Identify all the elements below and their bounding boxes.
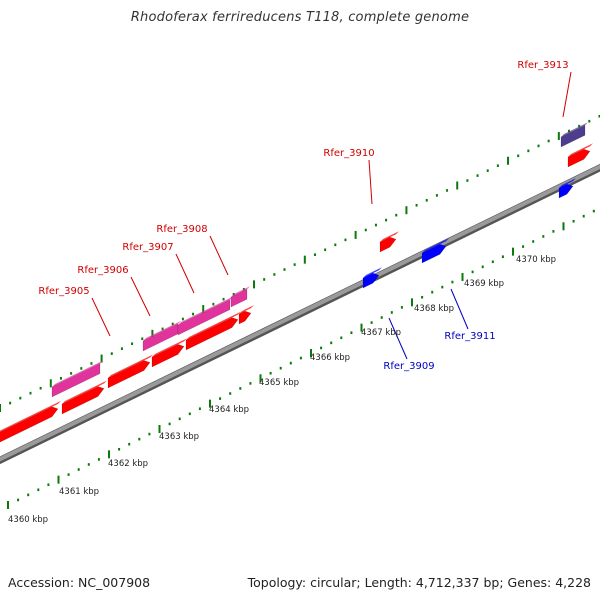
topology-text: Topology: circular; Length: 4,712,337 bp… [247, 575, 591, 590]
gene-label-forward: Rfer_3905 [38, 286, 89, 297]
scale-label: 4360 kbp [8, 515, 48, 525]
magenta-feature-4-top [231, 286, 250, 297]
scale-labels: 4360 kbp 4361 kbp 4362 kbp 4363 kbp 4364 kbp… [8, 255, 556, 525]
reverse-gene-block-1-body [362, 272, 380, 289]
gene-label-callout [562, 71, 572, 118]
gene-block-1-body [0, 406, 59, 443]
gene-block-7-top [380, 231, 399, 242]
purple-feature-1[interactable] [560, 122, 588, 148]
magenta-feature-3-top [178, 296, 233, 325]
map-title: Rhodoferax ferrireducens T118, complete … [130, 10, 470, 25]
scale-label: 4362 kbp [108, 459, 148, 469]
gene-block-5-top [186, 311, 241, 340]
scale-label: 4367 kbp [361, 328, 401, 338]
gene-labels: Rfer_3905 Rfer_3906 Rfer_3907 Rfer_3908 Rfer… [38, 60, 572, 372]
gene-label-callout [130, 276, 151, 317]
scale-label: 4363 kbp [159, 432, 199, 442]
gene-block-3-body [107, 360, 151, 389]
gene-block-8[interactable] [567, 143, 593, 168]
outer-tick-track [0, 114, 600, 412]
gene-block-4[interactable] [151, 338, 187, 368]
gene-block-7-body [379, 236, 397, 253]
gene-block-6[interactable] [238, 305, 254, 325]
magenta-feature-3-body [177, 299, 231, 336]
reverse-gene-block-2-top [422, 238, 449, 253]
gene-block-2-top [62, 380, 107, 404]
gene-block-1-top [0, 400, 61, 433]
gene-block-8-top [568, 143, 593, 157]
magenta-feature-4[interactable] [230, 286, 250, 308]
gene-block-6-top [239, 305, 254, 314]
magenta-feature-2-top [143, 320, 181, 341]
backbone-line [0, 164, 600, 462]
magenta-feature-4-body [230, 288, 248, 308]
reverse-gene-block-1-top [363, 267, 382, 278]
gene-label-callout [91, 297, 111, 337]
gene-label-forward: Rfer_3907 [122, 242, 173, 253]
gene-block-2[interactable] [61, 380, 107, 415]
accession-text: Accession: NC_007908 [8, 575, 151, 590]
gene-features [0, 122, 593, 447]
reverse-gene-block-2-body [421, 243, 447, 264]
gene-block-4-body [151, 344, 185, 368]
scale-label: 4370 kbp [516, 255, 556, 265]
gene-block-7[interactable] [379, 231, 399, 253]
gene-label-forward: Rfer_3910 [323, 148, 374, 159]
reverse-gene-block-3[interactable] [558, 178, 576, 199]
scale-label: 4369 kbp [464, 279, 504, 289]
gene-block-3[interactable] [107, 354, 153, 389]
gene-block-2-body [61, 386, 105, 415]
gene-label-forward: Rfer_3908 [156, 224, 207, 235]
genome-backbone [0, 163, 600, 465]
gene-block-5[interactable] [185, 311, 241, 351]
gene-label-forward: Rfer_3913 [517, 60, 568, 71]
magenta-feature-1-top [52, 360, 103, 387]
magenta-feature-1-body [51, 363, 101, 398]
purple-feature-1-body [560, 124, 586, 148]
inner-tick-track [7, 209, 595, 509]
gene-block-6-body [238, 310, 252, 325]
gene-block-3-top [108, 354, 153, 378]
gene-block-4-top [152, 338, 187, 357]
gene-label-callout [388, 317, 408, 360]
scale-label: 4364 kbp [209, 405, 249, 415]
reverse-gene-block-2[interactable] [421, 238, 449, 264]
gene-label-reverse: Rfer_3911 [444, 331, 495, 342]
gene-block-1[interactable] [0, 400, 61, 447]
gene-block-5-body [185, 317, 239, 351]
magenta-feature-1[interactable] [51, 360, 103, 398]
gene-label-callout [209, 235, 229, 276]
scale-label: 4368 kbp [414, 304, 454, 314]
purple-feature-1-top [561, 122, 588, 137]
gene-label-forward: Rfer_3906 [77, 265, 128, 276]
gene-label-callout [368, 159, 373, 205]
reverse-gene-block-3-top [559, 178, 576, 188]
reverse-gene-block-1[interactable] [362, 267, 382, 289]
gene-label-reverse: Rfer_3909 [383, 361, 434, 372]
reverse-gene-block-3-body [558, 183, 574, 199]
scale-label: 4366 kbp [310, 353, 350, 363]
gene-label-callout [450, 288, 469, 330]
gene-label-callout [175, 253, 195, 294]
scale-label: 4361 kbp [59, 487, 99, 497]
scale-label: 4365 kbp [259, 378, 299, 388]
magenta-feature-3[interactable] [177, 296, 233, 336]
gene-block-8-body [567, 148, 591, 168]
